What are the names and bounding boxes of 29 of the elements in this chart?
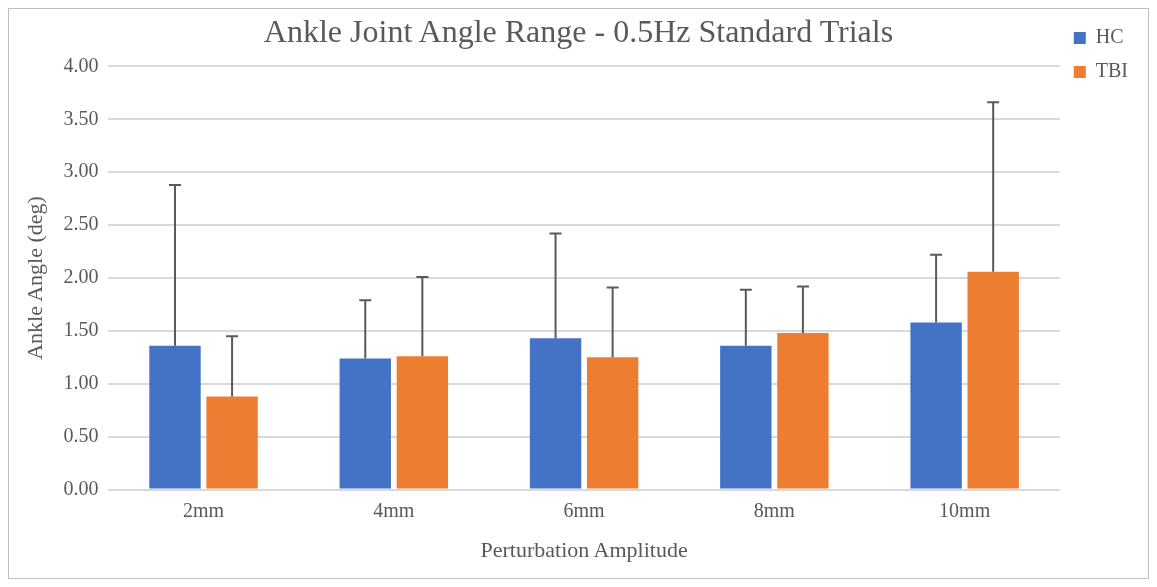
bar	[529, 338, 582, 489]
y-tick-label: 2.00	[63, 265, 99, 288]
x-tick-label: 4mm	[373, 498, 415, 521]
x-axis-title: Perturbation Amplitude	[480, 536, 688, 562]
y-tick-label: 3.00	[63, 159, 99, 182]
bar	[720, 345, 772, 489]
y-tick-label: 1.00	[63, 371, 99, 394]
bar	[149, 345, 201, 489]
y-tick-label: 4.00	[63, 53, 99, 76]
bar	[396, 356, 449, 489]
chart-title: Ankle Joint Angle Range - 0.5Hz Standard Trials	[263, 12, 894, 49]
legend-label: HC	[1095, 25, 1124, 48]
y-tick-label: 2.50	[63, 212, 99, 235]
bar	[206, 396, 258, 489]
x-tick-label: 2mm	[182, 498, 225, 521]
bar	[777, 333, 829, 489]
bar	[910, 322, 962, 489]
y-tick-label: 1.50	[63, 318, 99, 341]
y-tick-label: 0.00	[63, 476, 99, 499]
bar	[339, 358, 391, 489]
legend-label: TBI	[1095, 59, 1128, 82]
y-tick-label: 3.50	[63, 106, 99, 129]
y-axis-title: Ankle Angle (deg)	[21, 196, 47, 360]
bar	[586, 357, 639, 489]
y-tick-label: 0.50	[63, 423, 99, 446]
x-tick-label: 10mm	[939, 498, 991, 521]
x-tick-label: 6mm	[563, 498, 606, 521]
bar	[967, 271, 1019, 489]
x-tick-label: 8mm	[753, 498, 796, 521]
